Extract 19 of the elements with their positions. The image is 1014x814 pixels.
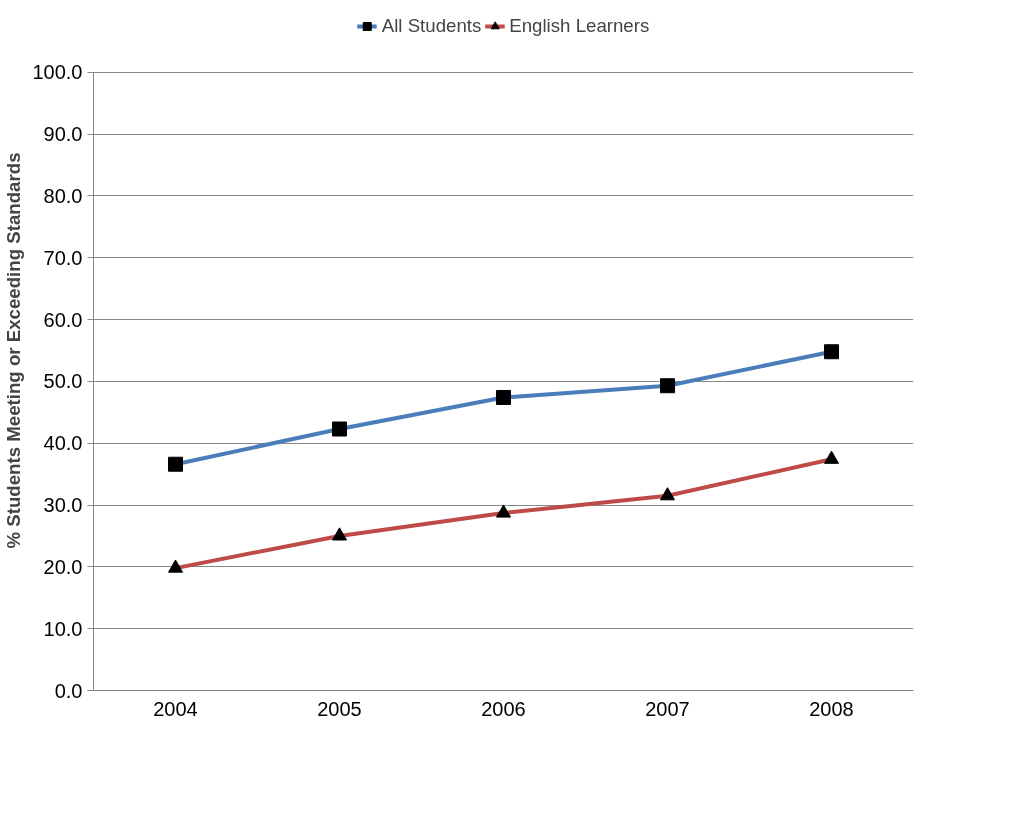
y-tick-label: 80.0 xyxy=(43,184,83,207)
y-tick-label: 40.0 xyxy=(43,432,83,455)
y-tick-label: 100.0 xyxy=(32,61,83,84)
x-tick-label: 2007 xyxy=(645,697,690,720)
y-tick-label: 30.0 xyxy=(43,494,83,517)
legend-label: English Learners xyxy=(509,15,650,37)
x-tick-label: 2004 xyxy=(153,697,198,720)
y-tick-label: 60.0 xyxy=(43,308,83,331)
x-tick-label: 2005 xyxy=(317,697,362,720)
y-tick-label: 20.0 xyxy=(43,555,83,578)
legend-label: All Students xyxy=(381,15,482,37)
y-tick-label: 50.0 xyxy=(43,370,83,393)
y-tick-label: 70.0 xyxy=(43,246,83,269)
x-tick-label: 2008 xyxy=(809,697,854,720)
y-axis-title: % Students Meeting or Exceeding Standards xyxy=(3,152,25,549)
y-tick-label: 10.0 xyxy=(43,617,83,640)
x-tick-label: 2006 xyxy=(481,697,526,720)
y-tick-label: 0.0 xyxy=(54,679,83,702)
y-tick-label: 90.0 xyxy=(43,123,83,146)
